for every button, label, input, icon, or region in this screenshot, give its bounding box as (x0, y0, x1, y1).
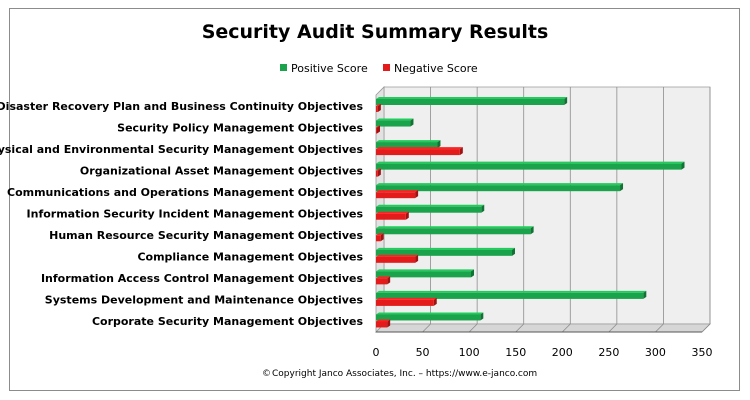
category-label: Information Access Control Management Ob… (41, 272, 363, 285)
x-tick-label: 50 (416, 346, 430, 359)
category-label: Corporate Security Management Objectives (92, 315, 364, 328)
category-label: Physical and Environmental Security Mana… (0, 143, 363, 156)
category-label: Human Resource Security Management Objec… (49, 229, 363, 242)
category-label: Information Security Incident Management… (27, 208, 364, 221)
bar-positive-2 (376, 140, 441, 149)
bar-negative-10 (376, 319, 391, 328)
x-tick-label: 350 (692, 346, 713, 359)
bar-positive-0 (376, 97, 568, 105)
x-axis-ticks: 0 50 100 150 200 250 300 350 (373, 346, 713, 359)
bar-positive-7 (376, 247, 515, 256)
gridline-floor (562, 323, 571, 333)
gridline-floor (608, 323, 618, 333)
x-tick-label: 150 (505, 346, 526, 359)
copyright: © Copyright Janco Associates, Inc. – htt… (262, 369, 537, 379)
legend-swatch-negative (383, 64, 390, 71)
gridline-floor (422, 323, 431, 333)
x-tick-label: 100 (459, 346, 480, 359)
copyright-text: Copyright Janco Associates, Inc. – https… (272, 369, 537, 379)
bar-negative-0 (376, 104, 381, 112)
legend-swatch-positive (280, 64, 287, 71)
bar-negative-5 (376, 211, 409, 220)
bar-negative-6 (376, 233, 384, 242)
bar-positive-6 (376, 226, 534, 235)
category-label: Security Policy Management Objectives (117, 121, 363, 134)
bar-positive-5 (376, 204, 485, 213)
bar-negative-9 (376, 297, 437, 306)
x-tick-label: 0 (373, 346, 380, 359)
bar-negative-2 (376, 147, 463, 156)
category-labels: Disaster Recovery Plan and Business Cont… (0, 100, 363, 328)
bar-positive-4 (376, 183, 624, 192)
category-label: Systems Development and Maintenance Obje… (45, 294, 364, 307)
bar-positive-1 (376, 118, 414, 127)
gridline-floor (468, 323, 478, 333)
plot-area (375, 86, 711, 333)
gridline-floor (701, 323, 711, 333)
x-tick-label: 250 (598, 346, 619, 359)
bar-negative-8 (376, 276, 391, 285)
legend: Positive Score Negative Score (280, 62, 478, 75)
legend-label-negative: Negative Score (394, 62, 478, 75)
gridline-floor (515, 323, 524, 333)
legend-label-positive: Positive Score (291, 62, 368, 75)
bar-positive-3 (376, 161, 685, 170)
category-label: Compliance Management Objectives (137, 251, 363, 264)
gridline-floor (655, 323, 664, 333)
category-label: Organizational Asset Management Objectiv… (80, 164, 364, 177)
bar-positive-8 (376, 269, 475, 278)
bar-positive-10 (376, 312, 484, 321)
chart-title: Security Audit Summary Results (202, 21, 549, 43)
x-tick-label: 200 (552, 346, 573, 359)
x-tick-label: 300 (645, 346, 666, 359)
category-label: Disaster Recovery Plan and Business Cont… (0, 100, 363, 113)
bar-positive-9 (376, 290, 647, 299)
bar-negative-3 (376, 168, 381, 177)
category-label: Communications and Operations Management… (7, 186, 363, 199)
bar-negative-4 (376, 190, 419, 199)
bar-negative-7 (376, 254, 419, 263)
copyright-symbol: © (262, 369, 271, 379)
bar-negative-1 (376, 125, 380, 134)
